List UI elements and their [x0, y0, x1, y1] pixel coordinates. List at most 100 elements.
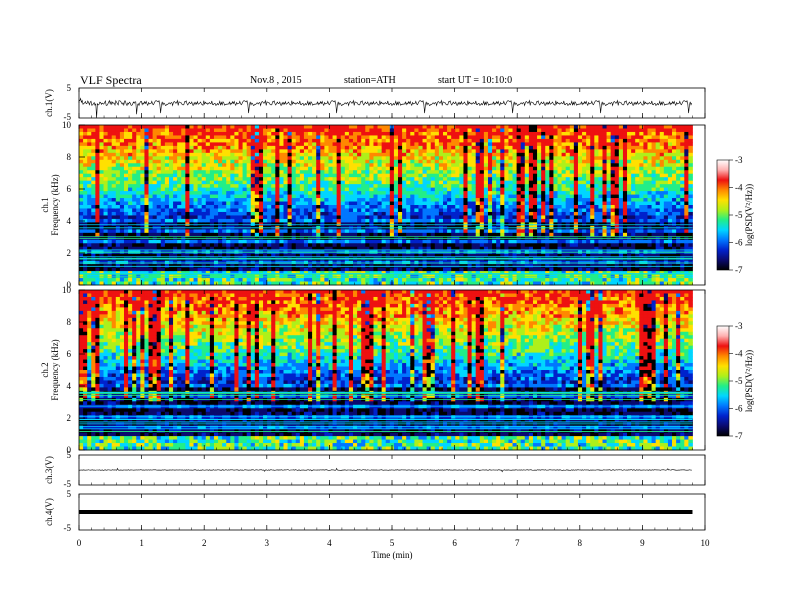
spectrogram-cell — [332, 205, 338, 209]
spectrogram-cell — [455, 205, 460, 209]
spectrogram-cell — [230, 222, 235, 227]
spectrogram-cell — [242, 194, 248, 199]
spectrogram-cell — [128, 145, 133, 150]
spectrogram-cell — [230, 152, 235, 157]
spectrogram-cell — [107, 187, 113, 192]
spectrogram-cell — [459, 246, 464, 251]
spectrogram-cell — [369, 177, 374, 182]
spectrogram-cell — [291, 205, 297, 209]
spectrogram-cell — [406, 260, 411, 265]
spectrogram-cell — [312, 208, 317, 213]
spectrogram-cell — [516, 152, 522, 157]
spectrogram-cell — [283, 177, 288, 182]
spectrogram-cell — [201, 201, 207, 206]
spectrogram-cell — [353, 163, 358, 168]
spectrogram-cell — [414, 166, 419, 171]
spectrogram-cell — [426, 229, 432, 234]
spectrogram-cell — [168, 180, 174, 185]
spectrogram-cell — [332, 180, 338, 185]
spectrogram-cell — [324, 215, 329, 220]
spectrogram-cell — [451, 267, 456, 272]
spectrogram-cell — [230, 170, 235, 175]
spectrogram-cell — [418, 191, 423, 195]
spectrogram-cell — [398, 149, 403, 154]
spectrogram-cell — [422, 215, 428, 220]
spectrogram-cell — [483, 211, 489, 216]
spectrogram-cell — [471, 138, 477, 143]
spectrogram-cell — [406, 198, 411, 202]
spectrogram-cell — [164, 156, 170, 161]
spectrogram-cell — [475, 180, 481, 185]
spectrogram-cell — [173, 246, 178, 251]
spectrogram-cell — [381, 180, 387, 185]
spectrogram-cell — [271, 125, 276, 129]
spectrogram-cell — [99, 239, 104, 244]
spectrogram-cell — [328, 159, 333, 164]
spectrogram-cell — [254, 163, 260, 168]
spectrogram-cell — [496, 243, 501, 248]
spectrogram-cell — [471, 142, 477, 147]
spectrogram-cell — [365, 208, 370, 213]
spectrogram-cell — [492, 149, 497, 154]
spectrogram-cell — [377, 211, 383, 216]
spectrogram-cell — [201, 152, 207, 157]
spectrogram-cell — [152, 205, 158, 209]
spectrogram-cell — [520, 177, 526, 182]
spectrogram-cell — [283, 152, 288, 157]
spectrogram-cell — [246, 246, 252, 251]
spectrogram-cell — [443, 194, 448, 199]
spectrogram-cell — [234, 281, 239, 286]
spectrogram-cell — [508, 253, 513, 258]
spectrogram-cell — [336, 138, 342, 143]
spectrogram-cell — [320, 215, 325, 220]
spectrogram-cell — [402, 142, 407, 147]
spectrogram-cell — [434, 243, 440, 248]
spectrogram-cell — [357, 260, 362, 265]
spectrogram-cell — [434, 138, 440, 143]
spectrogram-cell — [295, 152, 301, 157]
spectrogram-cell — [336, 166, 342, 171]
spectrogram-cell — [283, 194, 288, 199]
spectrogram-cell — [115, 243, 121, 248]
spectrogram-cell — [152, 177, 158, 182]
spectrogram-cell — [79, 170, 84, 175]
spectrogram-cell — [483, 128, 489, 133]
spectrogram-cell — [197, 194, 203, 199]
spectrogram-cell — [144, 243, 149, 248]
spectrogram-cell — [357, 149, 362, 154]
spectrogram-cell — [475, 170, 481, 175]
spectrogram-cell — [455, 131, 460, 136]
spectrogram-cell — [332, 229, 338, 234]
spectrogram-cell — [492, 145, 497, 150]
spectrogram-cell — [254, 145, 260, 150]
spectrogram-cell — [500, 177, 505, 182]
spectrogram-cell — [467, 281, 473, 286]
spectrogram-cell — [475, 239, 481, 244]
spectrogram-cell — [418, 215, 423, 220]
spectrogram-cell — [164, 145, 170, 150]
spectrogram-cell — [115, 131, 121, 136]
spectrogram-cell — [144, 177, 149, 182]
spectrogram-cell — [209, 184, 215, 189]
spectrogram-cell — [279, 156, 284, 161]
spectrogram-cell — [144, 125, 149, 129]
spectrogram-cell — [471, 125, 477, 129]
spectrogram-cell — [132, 138, 137, 143]
spectrogram-cell — [312, 184, 317, 189]
spectrogram-cell — [193, 173, 199, 178]
spectrogram-cell — [434, 187, 440, 192]
spectrogram-cell — [79, 201, 84, 206]
spectrogram-cell — [459, 180, 464, 185]
spectrogram-cell — [336, 222, 342, 227]
spectrogram-cell — [500, 135, 505, 140]
spectrogram-cell — [271, 201, 276, 206]
spectrogram-cell — [189, 201, 194, 206]
spectrogram-cell — [451, 125, 456, 129]
spectrogram-cell — [336, 267, 342, 272]
spectrogram-cell — [181, 187, 186, 192]
spectrogram-cell — [308, 170, 313, 175]
spectrogram-cell — [467, 246, 473, 251]
spectrogram-cell — [156, 145, 162, 150]
spectrogram-cell — [91, 198, 96, 202]
spectrogram-cell — [87, 156, 92, 161]
